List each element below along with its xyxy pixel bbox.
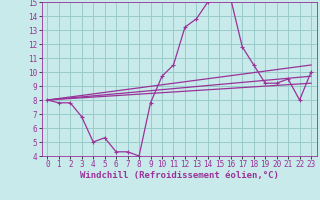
- X-axis label: Windchill (Refroidissement éolien,°C): Windchill (Refroidissement éolien,°C): [80, 171, 279, 180]
